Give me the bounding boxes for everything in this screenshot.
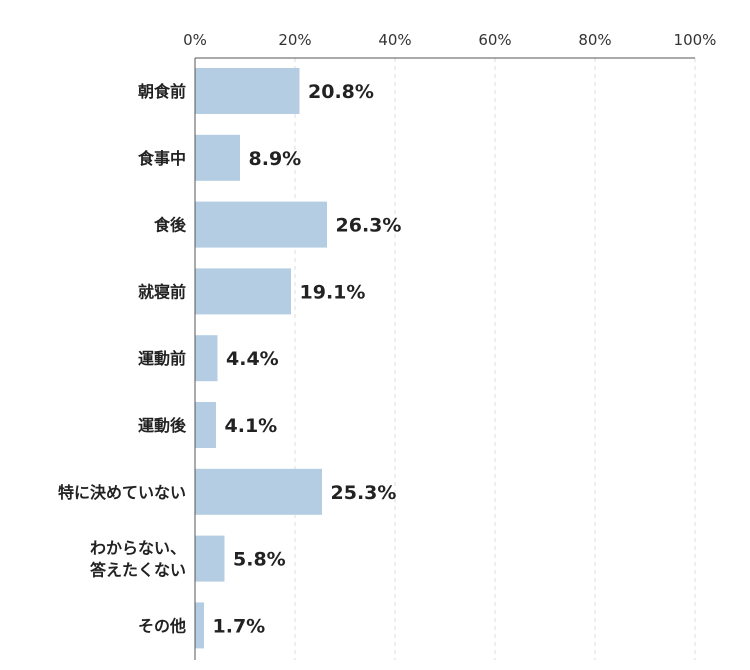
x-tick-labels: 0% 20% 40% 60% 80% 100% [183,31,716,49]
value-label: 26.3% [336,215,402,237]
value-label: 19.1% [300,281,366,303]
bar [195,602,204,649]
bar [195,402,216,448]
value-label: 4.1% [225,415,278,437]
category-label: 朝食前 [138,82,186,101]
grid-lines [294,58,696,660]
value-labels: 20.8% 8.9% 26.3% 19.1% 4.4% 4.1% 25.3% 5.8% 1.7% [213,81,402,637]
bar [195,468,322,515]
axes [194,57,695,660]
value-label: 1.7% [213,615,266,637]
bar [195,335,218,382]
value-label: 25.3% [331,482,397,504]
value-label: 8.9% [249,148,302,170]
x-tick-label: 40% [378,31,411,49]
category-label: 食後 [153,216,187,235]
category-label: 特に決めていない [58,483,186,502]
category-label: わからない、 [90,539,186,558]
category-label: 食事中 [137,149,186,168]
category-label: 運動後 [138,416,187,435]
value-label: 20.8% [308,81,374,103]
bar [195,134,240,181]
bars [195,68,327,649]
value-label: 4.4% [226,348,279,370]
x-tick-label: 20% [278,31,311,49]
category-label: その他 [138,616,186,635]
bar [195,68,300,114]
category-label: 答えたくない [90,561,186,580]
x-tick-label: 100% [674,31,717,49]
bar [195,268,291,315]
bar [195,535,225,582]
bar [195,201,327,248]
x-tick-label: 0% [183,31,207,49]
category-label: 就寝前 [138,282,186,301]
value-label: 5.8% [233,549,286,571]
x-tick-label: 80% [578,31,611,49]
x-tick-label: 60% [478,31,511,49]
category-label: 運動前 [138,349,186,368]
